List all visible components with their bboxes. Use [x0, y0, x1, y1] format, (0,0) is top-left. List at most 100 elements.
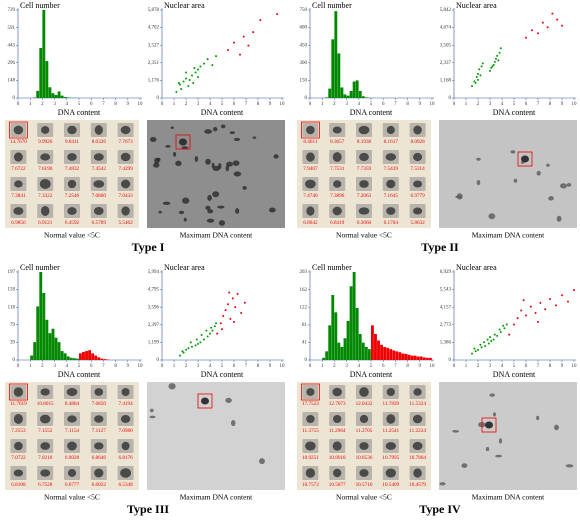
- scatter-point: [491, 65, 494, 68]
- gallery-value: 6.8642: [303, 220, 318, 226]
- image-caption: Maximam DNA content: [180, 493, 253, 502]
- image-cell: [489, 393, 495, 397]
- image-cell: [201, 397, 209, 405]
- image-cell: [233, 137, 241, 141]
- histogram-bar: [355, 307, 359, 360]
- cell-nucleus: [13, 469, 24, 477]
- x-tick-label: 2: [185, 364, 188, 369]
- scatter-point: [478, 68, 481, 71]
- scatter-point: [259, 19, 262, 22]
- scatter-point: [188, 79, 191, 82]
- highlight-box: [481, 417, 497, 433]
- image-cell: [218, 220, 226, 226]
- y-tick-label: 203: [300, 270, 308, 275]
- gallery-value: 14.7670: [10, 139, 27, 145]
- cell-nucleus: [386, 179, 396, 189]
- histogram-bar: [69, 357, 73, 360]
- cell-nucleus: [305, 179, 316, 189]
- histogram-bar: [72, 358, 76, 360]
- image-cell: [456, 193, 463, 200]
- scatter-point: [474, 81, 477, 84]
- y-tick-label: 162: [300, 288, 308, 293]
- scatter-point: [492, 63, 495, 66]
- x-tick-label: 4: [501, 364, 504, 369]
- gallery-value: 10.9251: [302, 455, 319, 461]
- histogram-bar: [355, 80, 359, 98]
- cell-nucleus: [121, 206, 130, 216]
- histogram-bar: [94, 355, 98, 360]
- scatter-point: [477, 348, 479, 351]
- scatter-point: [492, 338, 495, 341]
- gallery-value: 6.3060: [357, 220, 372, 226]
- cell-nucleus: [413, 207, 423, 215]
- highlight-box: [8, 121, 28, 139]
- x-tick-label: 7: [537, 102, 540, 107]
- x-tick-label: 1: [321, 102, 324, 107]
- gallery-value: 7.0980: [118, 428, 133, 434]
- image-cell: [452, 430, 460, 433]
- histogram-bar: [54, 337, 58, 360]
- gallery-value: 8.4611: [303, 139, 317, 145]
- image-caption: Maximam DNA content: [472, 231, 545, 240]
- gallery-value: 6.9028: [65, 455, 80, 461]
- scatter-point: [567, 300, 569, 303]
- gallery-value: 10.8015: [37, 401, 54, 407]
- gallery-value: 6.8419: [330, 220, 345, 226]
- scatter-point: [499, 47, 502, 50]
- scatter-point: [206, 335, 209, 338]
- histogram-bar: [389, 349, 393, 360]
- image-cell: [230, 419, 236, 427]
- histogram-bar: [413, 355, 417, 360]
- scatter-point: [180, 88, 183, 91]
- scatter-point: [228, 291, 231, 294]
- y-tick-label: 3,527: [148, 43, 160, 48]
- scatter-point: [481, 62, 484, 65]
- y-axis-title: Cell number: [20, 263, 60, 272]
- gallery-caption: Normal value <5C: [336, 493, 392, 502]
- histogram-bar: [343, 94, 347, 98]
- x-tick-label: 8: [549, 102, 552, 107]
- image-cell: [205, 205, 211, 210]
- image-cell: [225, 164, 230, 172]
- scatter-point: [487, 342, 490, 345]
- type-label: Type III: [127, 502, 169, 516]
- x-tick-label: 8: [549, 364, 552, 369]
- gallery-value: 7.0722: [11, 455, 26, 461]
- scatter-point: [243, 301, 246, 304]
- cell-nucleus: [385, 153, 397, 161]
- cell-nucleus: [39, 414, 51, 424]
- x-tick-label: 1: [173, 102, 176, 107]
- gallery-value: 7.9407: [303, 166, 318, 172]
- x-tick-label: 5: [370, 102, 373, 107]
- image-cell: [181, 146, 189, 150]
- histogram-bar: [60, 351, 64, 360]
- x-tick-label: 0: [161, 102, 164, 107]
- image-cell: [461, 463, 468, 468]
- y-tick-label: 1,168: [440, 79, 452, 84]
- gallery-value: 7.5314: [410, 166, 425, 172]
- x-tick-label: 0: [453, 102, 456, 107]
- cell-nucleus: [412, 414, 423, 424]
- x-tick-label: 3: [53, 102, 56, 107]
- gallery-value: 7.6722: [11, 166, 26, 172]
- cell-nucleus: [66, 387, 78, 397]
- x-tick-label: 8: [257, 102, 260, 107]
- y-axis-title: Cell number: [20, 1, 60, 10]
- scatter-point: [197, 342, 199, 345]
- cell-nucleus: [305, 468, 316, 478]
- scatter-point: [475, 75, 478, 78]
- x-tick-label: 8: [114, 364, 117, 369]
- cell-nucleus: [14, 180, 23, 188]
- scatter-point: [209, 332, 211, 335]
- y-tick-label: 5,994: [148, 270, 160, 275]
- histogram-bar: [54, 95, 58, 98]
- scatter-point: [191, 345, 193, 348]
- cell-nucleus: [40, 388, 50, 396]
- gallery-value: 6.8176: [118, 455, 133, 461]
- gallery-value: 7.0860: [92, 193, 107, 199]
- histogram-bar: [39, 47, 43, 98]
- y-tick-label: 41: [302, 340, 308, 345]
- gallery-value: 7.6190: [38, 166, 53, 172]
- image-cell: [182, 197, 190, 204]
- x-axis-title: DNA content: [350, 108, 393, 117]
